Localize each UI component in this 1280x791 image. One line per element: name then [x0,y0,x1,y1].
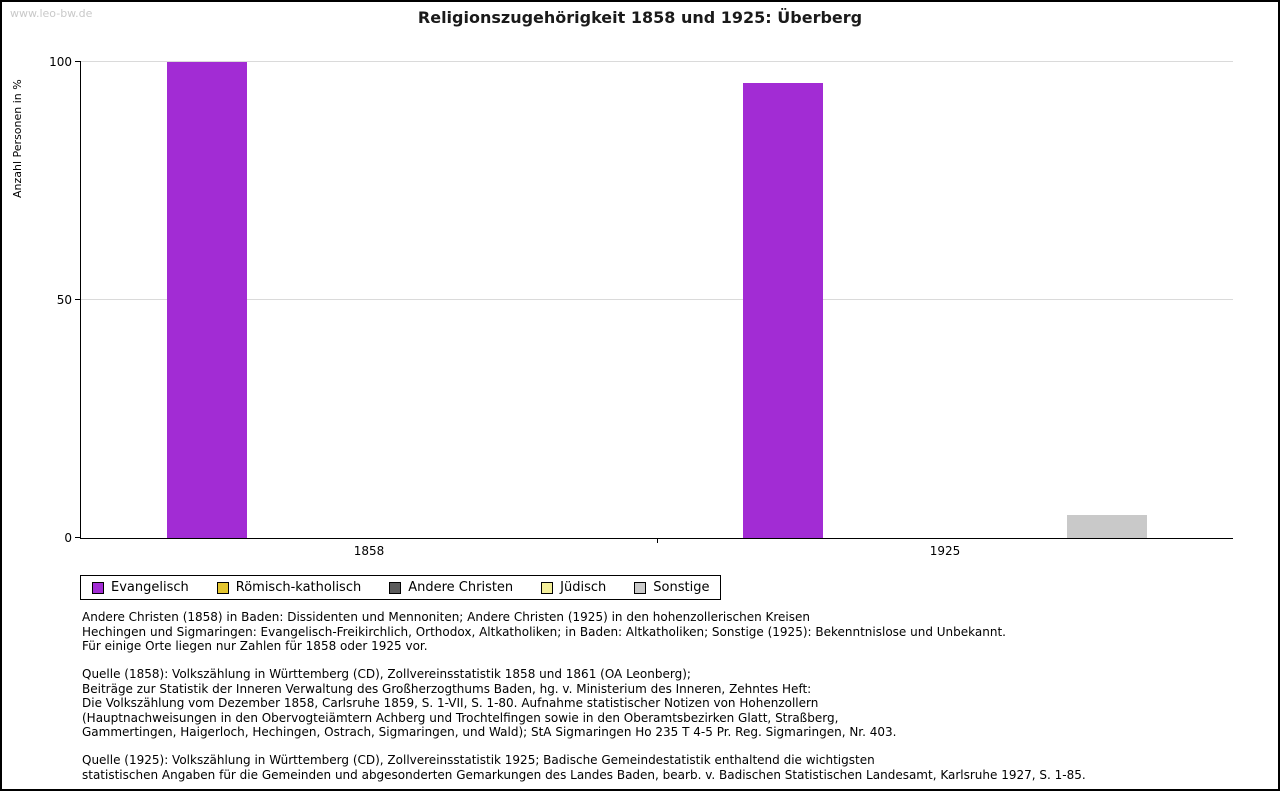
legend-swatch-evangelisch [92,581,104,594]
plot-area: 0 50 100 1858 1925 [49,55,1233,558]
x-tick-label-1858: 1858 [353,544,385,558]
legend-swatch-r-misch-katholisch [216,581,229,594]
watermark: www.leo-bw.de [10,7,93,20]
note-source-1858: Quelle (1858): Volkszählung in Württembe… [82,666,897,740]
footnotes: Andere Christen (1858) in Baden: Disside… [82,610,1238,789]
legend-label-andere-christen: Andere Christen [408,580,514,595]
legend-swatch-j-disch [541,581,554,594]
x-tick-label-1925: 1925 [929,544,961,558]
legend-item-j-disch: Jüdisch [541,580,606,595]
legend-item-sonstige: Sonstige [634,580,709,595]
legend-label-r-misch-katholisch: Römisch-katholisch [235,580,362,595]
legend-item-r-misch-katholisch: Römisch-katholisch [216,580,362,595]
gridline-100 [81,61,1233,62]
y-tick-label-50: 50 [56,293,72,307]
y-tickmark-100 [75,61,81,62]
bar-evangelisch-1925 [743,82,823,538]
bar-sonstige-1925 [1067,515,1147,538]
legend-label-evangelisch: Evangelisch [111,580,189,595]
note-source-1925: Quelle (1925): Volkszählung in Württembe… [82,753,1086,782]
legend-swatch-andere-christen [389,581,402,594]
y-tickmark-50 [75,299,81,300]
legend-label-sonstige: Sonstige [653,580,710,595]
legend-item-andere-christen: Andere Christen [389,580,513,595]
y-tick-label-100: 100 [49,55,72,69]
y-tick-label-0: 0 [64,531,72,545]
note-definitions: Andere Christen (1858) in Baden: Disside… [82,610,1006,654]
legend-swatch-sonstige [634,581,647,594]
gridline-50 [81,299,1233,300]
legend: Evangelisch Römisch-katholisch Andere Chri… [80,575,722,600]
x-tickmark-boundary-1 [657,538,658,543]
y-axis-label: Anzahl Personen in % [11,79,24,198]
y-tickmark-0 [75,537,81,538]
bar-evangelisch-1858 [167,62,247,538]
legend-label-j-disch: Jüdisch [560,580,607,595]
legend-item-evangelisch: Evangelisch [92,580,189,595]
chart-title: Religionszugehörigkeit 1858 und 1925: Üb… [417,8,863,27]
